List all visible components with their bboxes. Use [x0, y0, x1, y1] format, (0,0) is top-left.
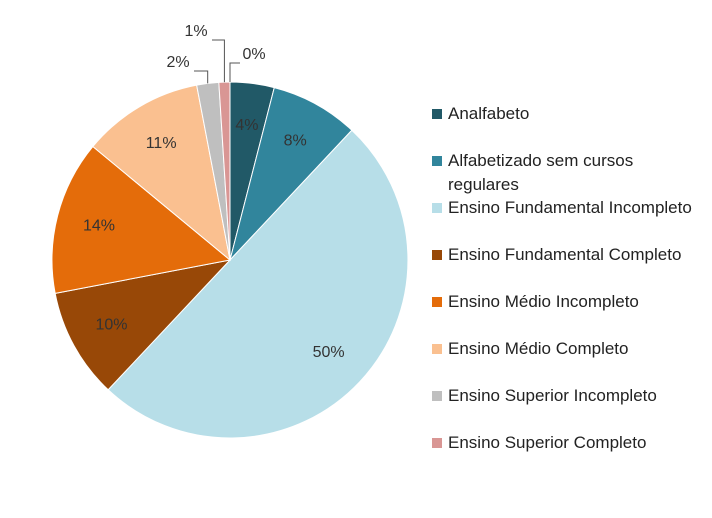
pie-slice	[54, 259, 232, 391]
pie-slice	[107, 129, 409, 439]
data-label: 1%	[184, 23, 207, 40]
legend-item: Ensino Superior Completo	[432, 431, 702, 478]
legend-swatch	[432, 250, 442, 260]
legend-swatch	[432, 156, 442, 166]
legend-label: Ensino Superior Completo	[448, 433, 647, 452]
legend-swatch	[432, 391, 442, 401]
legend-label: Alfabetizado sem cursos regulares	[448, 151, 634, 194]
legend-item: Ensino Médio Incompleto	[432, 290, 702, 337]
legend-label: Analfabeto	[448, 104, 530, 123]
legend-item: Ensino Superior Incompleto	[432, 384, 702, 431]
legend-swatch	[432, 203, 442, 213]
legend: Analfabeto Alfabetizado sem cursos regula…	[432, 102, 702, 478]
pie-slice	[92, 84, 231, 262]
legend-item: Ensino Fundamental Incompleto	[432, 196, 702, 243]
data-label: 11%	[146, 135, 177, 152]
legend-swatch	[432, 438, 442, 448]
legend-swatch	[432, 344, 442, 354]
leader-line	[229, 62, 240, 82]
legend-item: Ensino Médio Completo	[432, 337, 702, 384]
leader-line	[194, 70, 209, 84]
data-label: 2%	[166, 54, 189, 71]
legend-swatch	[432, 297, 442, 307]
data-label: 4%	[235, 117, 258, 134]
data-label: 50%	[313, 344, 345, 361]
legend-label: Ensino Fundamental Incompleto	[448, 198, 692, 217]
data-label: 8%	[284, 133, 307, 150]
legend-label: Ensino Médio Incompleto	[448, 292, 639, 311]
pie-slice	[51, 145, 232, 294]
legend-label: Ensino Fundamental Completo	[448, 245, 682, 264]
leader-line	[212, 39, 225, 83]
pie-slice	[229, 86, 353, 261]
legend-item: Ensino Fundamental Completo	[432, 243, 702, 290]
legend-swatch	[432, 109, 442, 119]
data-label: 10%	[95, 316, 127, 333]
data-label: 14%	[83, 218, 115, 235]
data-label: 0%	[242, 46, 265, 63]
legend-item: Analfabeto	[432, 102, 702, 149]
legend-label: Ensino Superior Incompleto	[448, 386, 657, 405]
legend-item: Alfabetizado sem cursos regulares	[432, 149, 702, 196]
legend-label: Ensino Médio Completo	[448, 339, 629, 358]
